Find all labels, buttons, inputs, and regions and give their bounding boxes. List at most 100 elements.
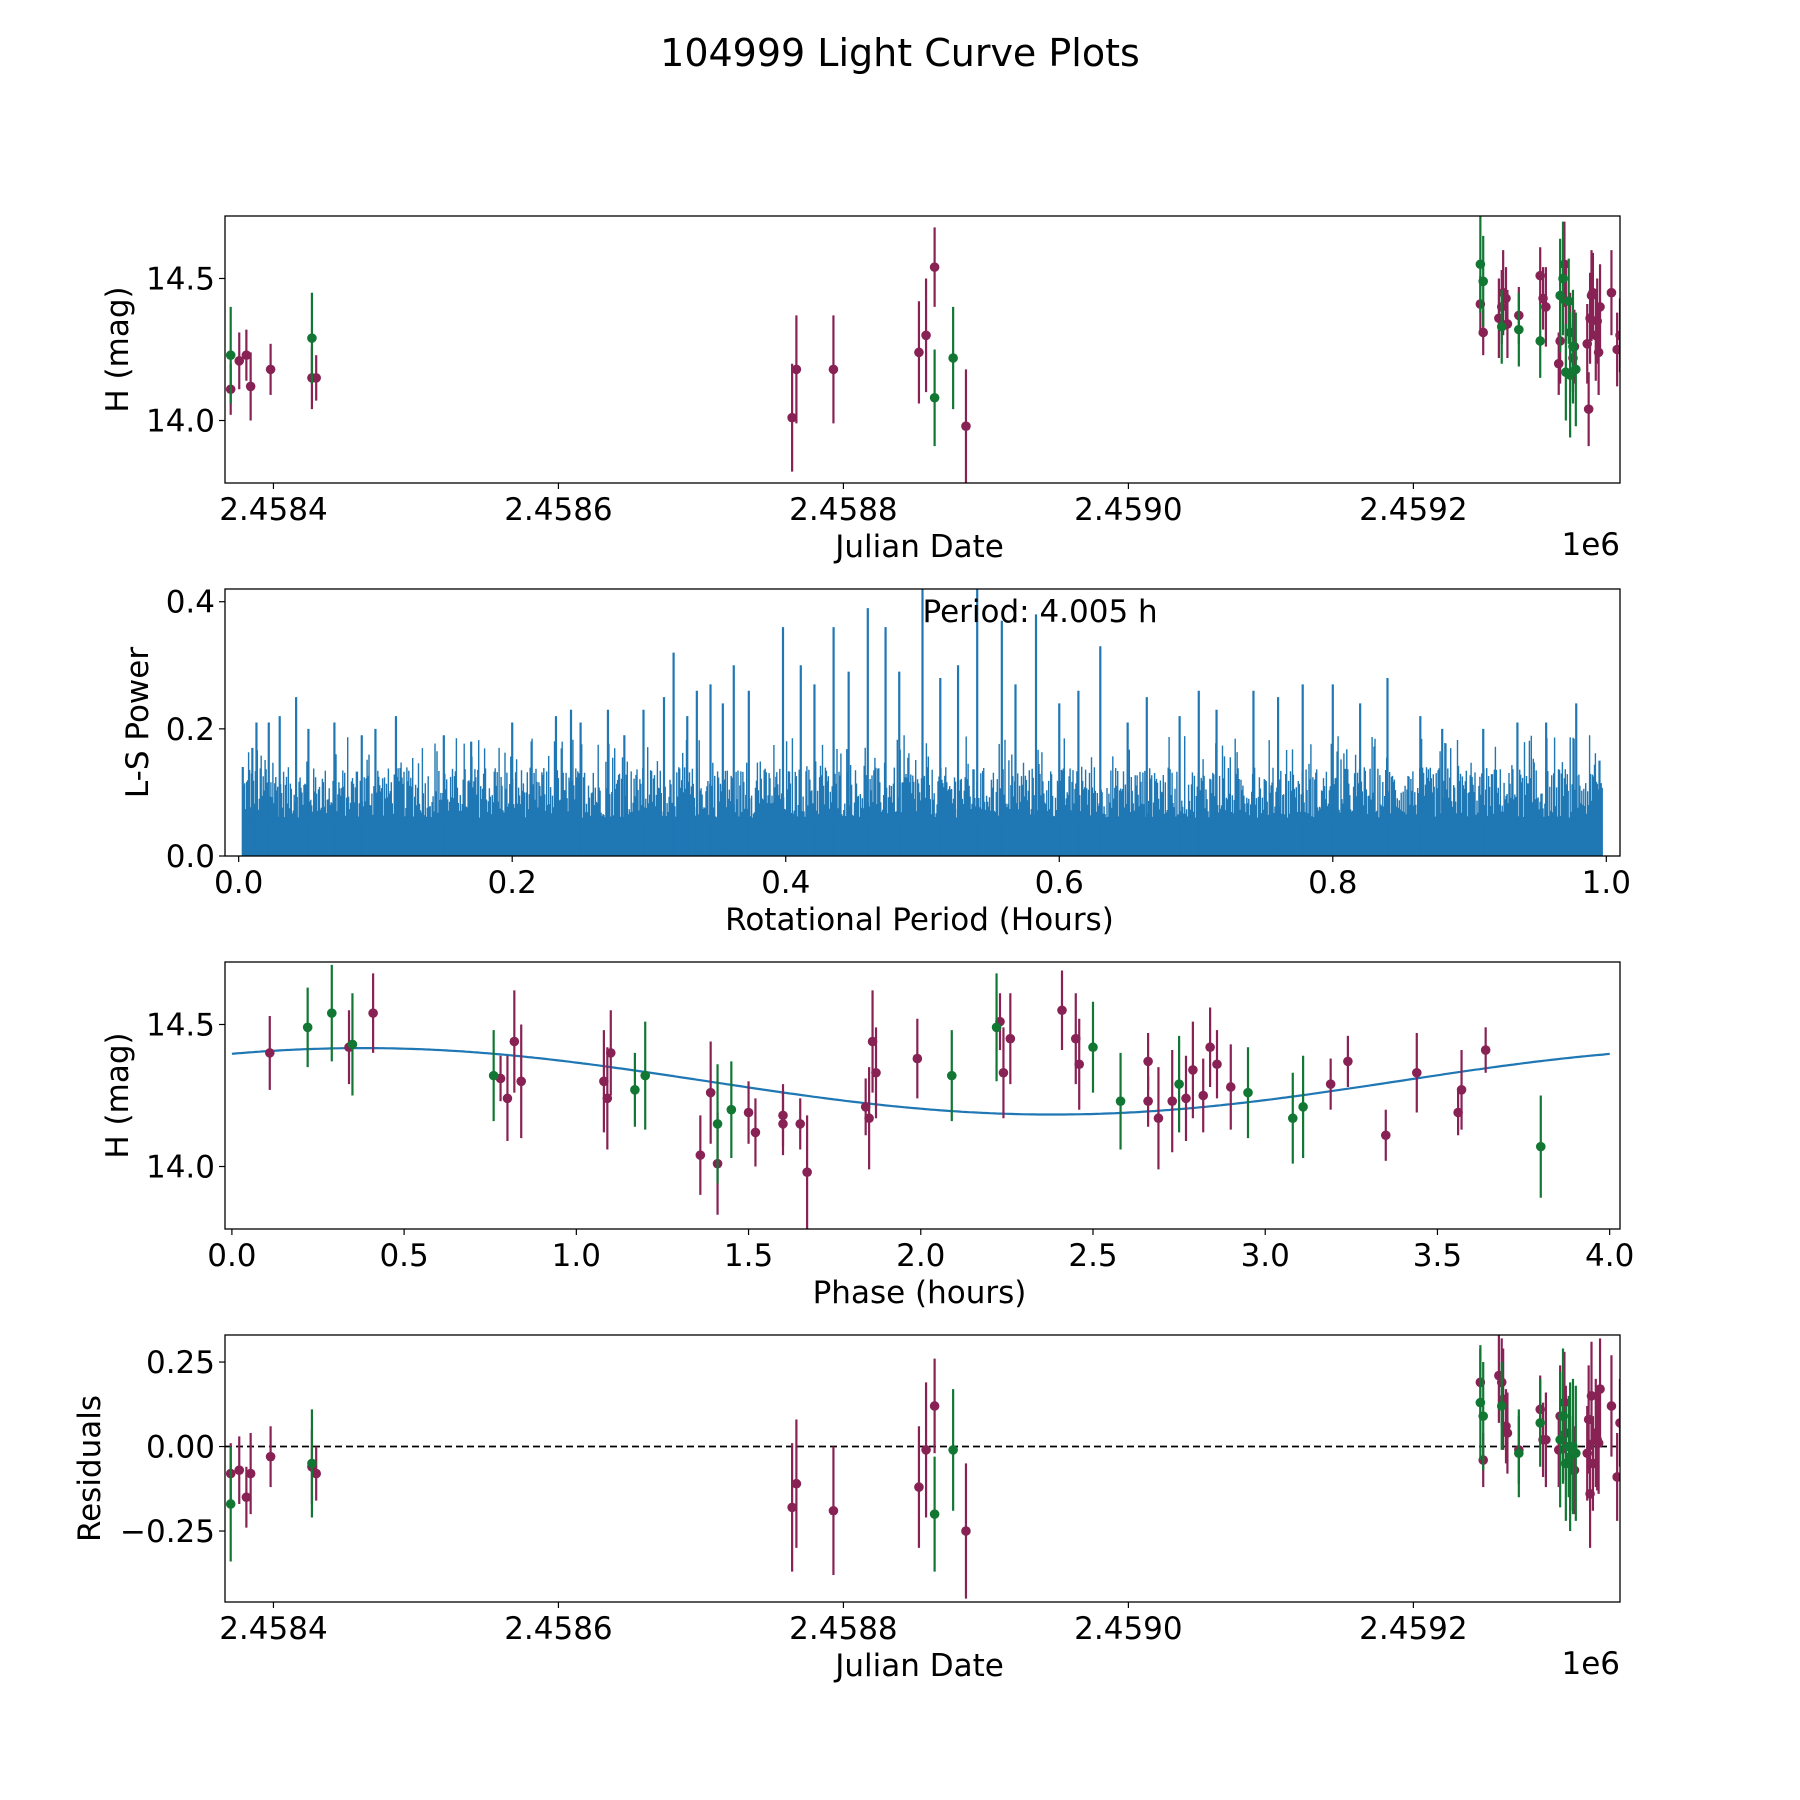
y-tick-label: 14.5 <box>146 261 215 297</box>
data-point <box>1535 1141 1546 1152</box>
x-offset-label: 1e6 <box>1561 527 1620 563</box>
fit-curve <box>231 1047 1610 1116</box>
y-tick-label: 14.5 <box>146 1007 215 1043</box>
data-point <box>929 392 940 403</box>
y-tick-label: 0.0 <box>166 839 215 875</box>
plot-area <box>241 589 1603 856</box>
data-point <box>311 373 321 383</box>
data-point <box>929 1509 940 1519</box>
data-point <box>1198 1090 1209 1101</box>
x-tick-label: 2.4592 <box>1359 492 1467 528</box>
data-point <box>245 1468 256 1479</box>
data-point <box>1553 358 1564 369</box>
data-point <box>1181 1093 1191 1104</box>
data-point <box>1343 1056 1353 1067</box>
axes-frame <box>224 588 1621 857</box>
data-point <box>307 1458 317 1469</box>
data-point <box>225 1499 236 1509</box>
data-point <box>750 1127 761 1138</box>
data-point <box>1287 1113 1298 1124</box>
y-tick-label: 14.0 <box>146 404 215 440</box>
data-point <box>1057 1005 1067 1016</box>
data-point <box>991 1022 1002 1033</box>
data-point <box>961 1526 971 1536</box>
data-point <box>1298 1102 1308 1112</box>
lightcurve-panel: 2.4584 2.4586 2.4588 2.4590 2.4592 14.0 14.5 Ju… <box>100 215 1621 565</box>
x-axis-label: Julian Date <box>833 1648 1004 1684</box>
x-tick-label: 2.4590 <box>1074 492 1182 528</box>
data-point <box>948 1445 958 1455</box>
data-point <box>961 421 971 431</box>
data-point <box>946 1070 957 1081</box>
data-point <box>1571 1448 1581 1459</box>
series-filter_b <box>302 964 1546 1198</box>
x-tick-label: 1.5 <box>724 1238 773 1274</box>
plot-area <box>225 216 1620 483</box>
data-point <box>1571 364 1581 375</box>
data-point <box>347 1039 358 1050</box>
data-point <box>502 1093 513 1104</box>
data-point <box>726 1104 737 1115</box>
data-point <box>1478 276 1489 287</box>
data-point <box>1153 1113 1164 1124</box>
data-point <box>1174 1079 1184 1089</box>
y-axis-label: H (mag) <box>100 286 136 412</box>
x-tick-label: 2.0 <box>896 1238 945 1274</box>
x-tick-label: 2.4584 <box>219 492 327 528</box>
data-point <box>802 1167 812 1177</box>
x-tick-label: 2.5 <box>1068 1238 1117 1274</box>
data-point <box>368 1008 378 1018</box>
x-tick-label: 0.5 <box>379 1238 428 1274</box>
data-point <box>787 1502 797 1513</box>
data-point <box>1595 302 1605 312</box>
data-point <box>914 1482 924 1492</box>
data-point <box>1612 344 1620 355</box>
x-tick-label: 2.4586 <box>504 1611 612 1647</box>
x-tick-label: 0.6 <box>1035 865 1084 901</box>
data-point <box>1456 1085 1467 1095</box>
data-point <box>1143 1056 1153 1067</box>
data-point <box>695 1150 706 1160</box>
data-point <box>828 1505 839 1516</box>
data-point <box>326 1008 337 1018</box>
y-tick-label: 14.0 <box>146 1150 215 1186</box>
y-tick-label: 0.2 <box>166 712 215 748</box>
data-point <box>1205 1042 1215 1053</box>
data-point <box>1005 1033 1016 1044</box>
data-point <box>791 1478 802 1489</box>
x-tick-label: 2.4586 <box>504 492 612 528</box>
x-tick-label: 0.4 <box>761 865 810 901</box>
data-point <box>1411 1067 1422 1078</box>
data-point <box>929 262 940 272</box>
series-filter_a <box>225 221 1620 483</box>
data-point <box>948 353 958 363</box>
data-point <box>234 1465 245 1475</box>
x-tick-label: 1.0 <box>1582 865 1631 901</box>
data-point <box>743 1107 754 1118</box>
data-point <box>509 1036 520 1047</box>
data-point <box>1514 1448 1524 1459</box>
x-tick-label: 0.0 <box>207 1238 256 1274</box>
data-point <box>912 1053 923 1064</box>
y-axis-label: L-S Power <box>120 647 156 798</box>
data-point <box>1325 1079 1336 1089</box>
phased-panel: 0.0 0.5 1.0 1.5 2.0 2.5 3.0 3.5 4.0 14.0 14.5 Phase… <box>100 961 1634 1311</box>
x-tick-label: 0.8 <box>1308 865 1357 901</box>
data-point <box>265 1451 276 1462</box>
data-point <box>1606 287 1617 298</box>
data-point <box>712 1119 723 1129</box>
axes-frame <box>224 1334 1621 1603</box>
data-point <box>307 333 317 343</box>
y-tick-label: 0.00 <box>146 1430 215 1466</box>
y-axis-label: H (mag) <box>100 1032 136 1158</box>
data-point <box>1502 1428 1513 1438</box>
data-point <box>225 350 236 360</box>
data-point <box>828 364 839 375</box>
data-point <box>921 1445 931 1455</box>
y-axis-label: Residuals <box>72 1395 108 1542</box>
data-point <box>245 381 256 392</box>
plot-area <box>225 1335 1620 1599</box>
series-filter_b <box>225 216 1581 447</box>
data-point <box>778 1119 788 1129</box>
